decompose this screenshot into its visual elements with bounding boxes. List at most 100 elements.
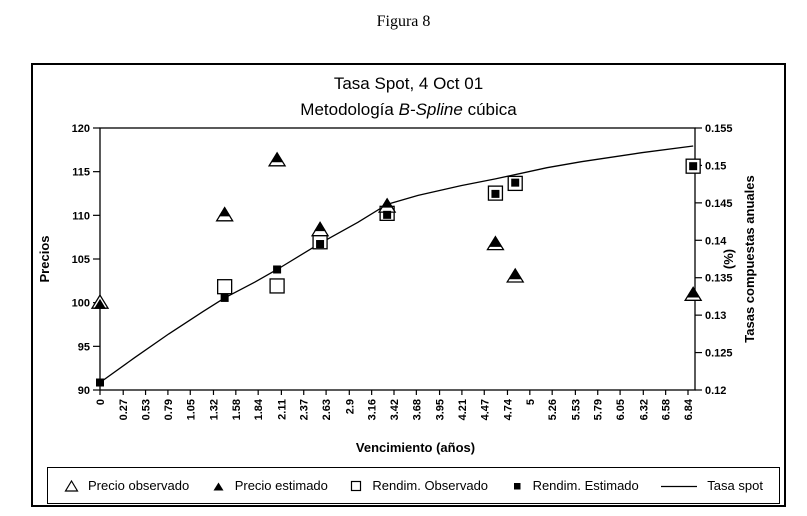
x-axis-title: Vencimiento (años) — [356, 440, 475, 455]
triangle-filled-marker — [314, 221, 327, 232]
triangle-filled-marker — [381, 197, 394, 208]
line-icon — [660, 479, 698, 493]
svg-text:0.14: 0.14 — [705, 235, 727, 247]
square-filled-marker — [220, 293, 229, 302]
square-filled-marker — [491, 189, 500, 198]
legend-label: Precio estimado — [234, 478, 328, 493]
chart-title-line1: Tasa Spot, 4 Oct 01 — [333, 74, 484, 93]
square-open-icon — [349, 479, 363, 493]
x-axis-ticks: 0 0.27 0.53 0.79 1.05 1.32 1.58 1.84 2.11 2.37 2.6… — [95, 390, 695, 420]
svg-text:0.15: 0.15 — [705, 160, 726, 172]
square-filled-marker — [383, 210, 392, 219]
square-filled-marker — [273, 265, 282, 274]
svg-text:3.68: 3.68 — [411, 399, 423, 420]
triangle-filled-marker — [271, 152, 284, 163]
svg-text:3.95: 3.95 — [435, 399, 447, 420]
svg-text:115: 115 — [72, 167, 90, 179]
square-open-marker — [269, 278, 285, 294]
svg-text:5: 5 — [525, 399, 537, 405]
svg-text:2.9: 2.9 — [344, 399, 356, 414]
svg-text:1.05: 1.05 — [185, 399, 197, 420]
svg-text:0.155: 0.155 — [705, 123, 733, 135]
svg-text:0.27: 0.27 — [118, 399, 130, 420]
triangle-filled-marker — [489, 236, 502, 247]
svg-text:105: 105 — [72, 254, 90, 266]
svg-text:4.74: 4.74 — [502, 398, 514, 420]
right-axis-unit: (%) — [721, 249, 736, 269]
svg-text:1.58: 1.58 — [231, 399, 243, 420]
svg-text:120: 120 — [72, 123, 90, 135]
triangle-filled-marker — [687, 287, 700, 298]
svg-text:6.05: 6.05 — [615, 399, 627, 420]
svg-text:5.79: 5.79 — [593, 399, 605, 420]
svg-text:0.145: 0.145 — [705, 198, 733, 210]
series-precio-estimado — [94, 152, 700, 309]
left-axis-title: Precios — [37, 236, 52, 283]
svg-text:6.58: 6.58 — [661, 399, 673, 420]
legend-label: Tasa spot — [707, 478, 763, 493]
svg-text:5.26: 5.26 — [547, 399, 559, 420]
chart-title: Tasa Spot, 4 Oct 01 Metodología B-Spline… — [31, 71, 786, 122]
svg-text:100: 100 — [72, 298, 90, 310]
svg-text:95: 95 — [78, 341, 90, 353]
svg-text:3.42: 3.42 — [389, 399, 401, 420]
right-axis-ticks: 0.12 0.125 0.13 0.135 0.14 0.145 0.15 0.155 — [695, 123, 733, 397]
legend-item-tasa-spot: Tasa spot — [660, 478, 763, 493]
svg-text:0.125: 0.125 — [705, 348, 733, 360]
svg-text:6.84: 6.84 — [683, 398, 695, 420]
svg-text:110: 110 — [72, 210, 90, 222]
right-axis-title: Tasas compuestas anuales — [742, 175, 757, 342]
figure-caption: Figura 8 — [376, 13, 431, 30]
svg-text:0.13: 0.13 — [705, 310, 726, 322]
svg-text:0.53: 0.53 — [141, 399, 153, 420]
legend-label: Precio observado — [88, 478, 190, 493]
square-filled-marker — [511, 178, 520, 187]
svg-text:3.16: 3.16 — [367, 399, 379, 420]
subtitle-pre: Metodología — [300, 99, 399, 119]
svg-text:1.32: 1.32 — [208, 399, 220, 420]
legend-label: Rendim. Observado — [372, 478, 489, 493]
svg-text:0.12: 0.12 — [705, 385, 726, 397]
series-rendim-observado — [216, 158, 701, 295]
left-axis-ticks: 90 95 100 105 110 115 120 — [72, 123, 100, 397]
triangle-filled-marker — [509, 269, 522, 280]
triangle-filled-marker — [94, 298, 106, 309]
svg-text:2.11: 2.11 — [276, 399, 288, 420]
legend-item-rendim-observado: Rendim. Observado — [349, 478, 488, 493]
square-open-marker — [216, 279, 233, 295]
triangle-filled-icon — [211, 479, 226, 493]
svg-text:0.79: 0.79 — [163, 399, 175, 420]
svg-text:0: 0 — [95, 399, 107, 405]
series-tasa-spot — [99, 145, 694, 384]
square-filled-marker — [689, 162, 698, 171]
axes — [99, 127, 696, 391]
square-filled-icon — [510, 479, 524, 493]
series-rendim-estimado — [96, 162, 698, 387]
legend: Precio observado Precio estimado Rendim. O… — [47, 467, 780, 504]
chart-frame — [31, 63, 786, 507]
svg-text:6.32: 6.32 — [638, 399, 650, 420]
subtitle-italic: B-Spline — [398, 99, 463, 119]
svg-text:4.21: 4.21 — [457, 399, 469, 420]
spot-line — [99, 145, 694, 384]
legend-item-precio-estimado: Precio estimado — [211, 478, 328, 493]
svg-text:90: 90 — [78, 385, 90, 397]
chart-title-line2: Metodología B-Spline cúbica — [31, 97, 786, 123]
legend-item-rendim-estimado: Rendim. Estimado — [510, 478, 639, 493]
series-precio-observado — [90, 151, 703, 309]
svg-text:1.84: 1.84 — [253, 398, 265, 420]
svg-text:2.37: 2.37 — [299, 399, 311, 420]
square-filled-marker — [316, 240, 325, 249]
subtitle-post: cúbica — [462, 99, 517, 119]
svg-text:4.47: 4.47 — [479, 399, 491, 420]
legend-label: Rendim. Estimado — [532, 478, 639, 493]
square-filled-marker — [96, 378, 104, 387]
svg-text:2.63: 2.63 — [321, 399, 333, 420]
svg-text:5.53: 5.53 — [570, 399, 582, 420]
triangle-filled-marker — [218, 206, 231, 217]
legend-item-precio-observado: Precio observado — [64, 478, 189, 493]
svg-text:0.135: 0.135 — [705, 273, 733, 285]
triangle-open-icon — [64, 479, 79, 493]
